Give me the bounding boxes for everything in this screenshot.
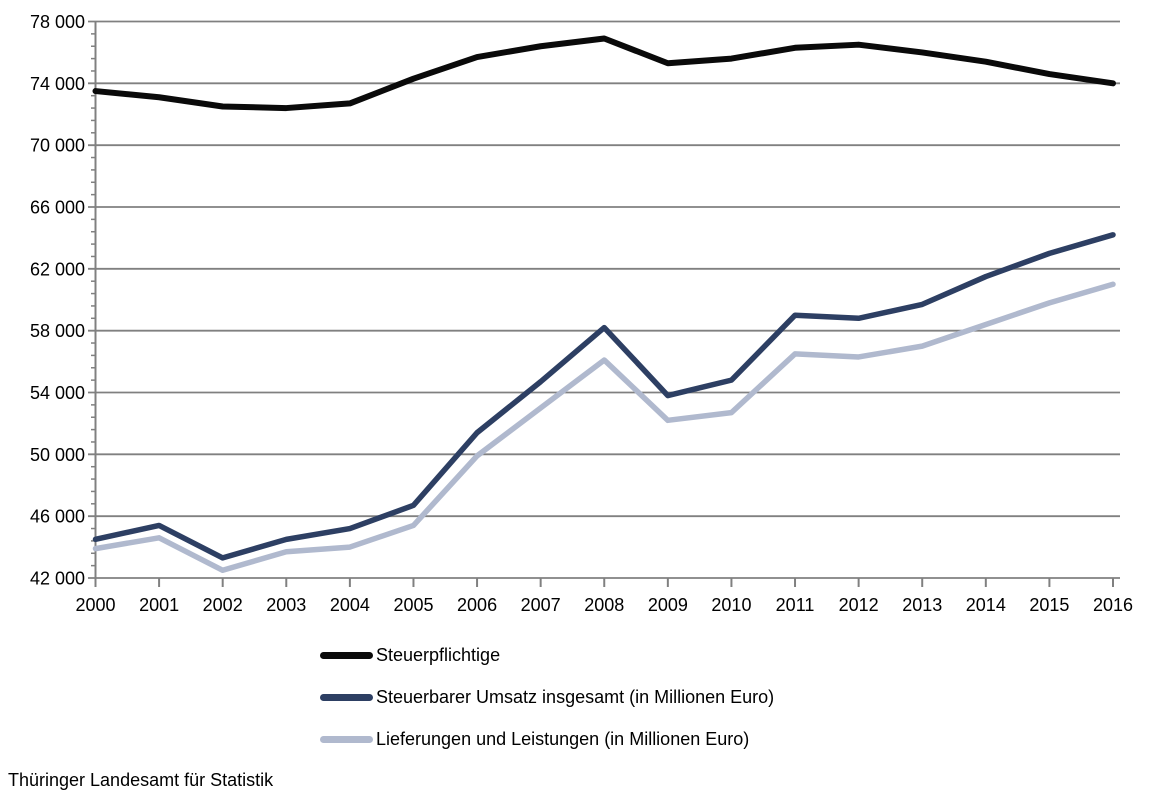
svg-text:2013: 2013 — [902, 595, 942, 615]
legend-label-lieferungen-leistungen: Lieferungen und Leistungen (in Millionen… — [376, 729, 750, 749]
legend-item-steuerbarer-umsatz: Steuerbarer Umsatz insgesamt (in Million… — [320, 688, 774, 707]
svg-text:42 000: 42 000 — [30, 569, 85, 589]
legend-item-lieferungen-leistungen: Lieferungen und Leistungen (in Millionen… — [320, 730, 774, 749]
legend-swatch-steuerpflichtige — [320, 652, 373, 659]
svg-text:2004: 2004 — [330, 595, 370, 615]
legend-swatch-lieferungen-leistungen — [320, 736, 373, 743]
svg-text:2010: 2010 — [711, 595, 751, 615]
svg-text:62 000: 62 000 — [30, 259, 85, 279]
svg-text:2009: 2009 — [648, 595, 688, 615]
svg-text:2012: 2012 — [839, 595, 879, 615]
svg-text:2008: 2008 — [584, 595, 624, 615]
svg-text:70 000: 70 000 — [30, 136, 85, 156]
svg-text:2011: 2011 — [776, 595, 815, 615]
legend-item-steuerpflichtige: Steuerpflichtige — [320, 646, 774, 665]
source-attribution: Thüringer Landesamt für Statistik — [8, 770, 274, 790]
svg-text:2002: 2002 — [203, 595, 243, 615]
svg-text:66 000: 66 000 — [30, 198, 85, 218]
svg-text:2015: 2015 — [1029, 595, 1069, 615]
svg-text:2007: 2007 — [521, 595, 561, 615]
svg-text:2005: 2005 — [393, 595, 433, 615]
svg-text:2001: 2001 — [139, 595, 179, 615]
legend-label-steuerpflichtige: Steuerpflichtige — [376, 645, 501, 665]
chart-legend: Steuerpflichtige Steuerbarer Umsatz insg… — [320, 646, 774, 749]
svg-text:2014: 2014 — [966, 595, 1006, 615]
legend-swatch-steuerbarer-umsatz — [320, 694, 373, 701]
svg-text:2016: 2016 — [1093, 595, 1133, 615]
svg-text:54 000: 54 000 — [30, 383, 85, 403]
svg-text:2003: 2003 — [266, 595, 306, 615]
svg-text:2006: 2006 — [457, 595, 497, 615]
svg-text:58 000: 58 000 — [30, 321, 85, 341]
line-chart-canvas: 42 000 46 000 50 000 54 000 58 000 62 000 66 0… — [30, 12, 1133, 615]
svg-text:46 000: 46 000 — [30, 507, 85, 527]
svg-text:2000: 2000 — [75, 595, 115, 615]
svg-text:50 000: 50 000 — [30, 445, 85, 465]
svg-text:74 000: 74 000 — [30, 74, 85, 94]
legend-label-steuerbarer-umsatz: Steuerbarer Umsatz insgesamt (in Million… — [376, 687, 775, 707]
svg-text:78 000: 78 000 — [30, 12, 85, 32]
